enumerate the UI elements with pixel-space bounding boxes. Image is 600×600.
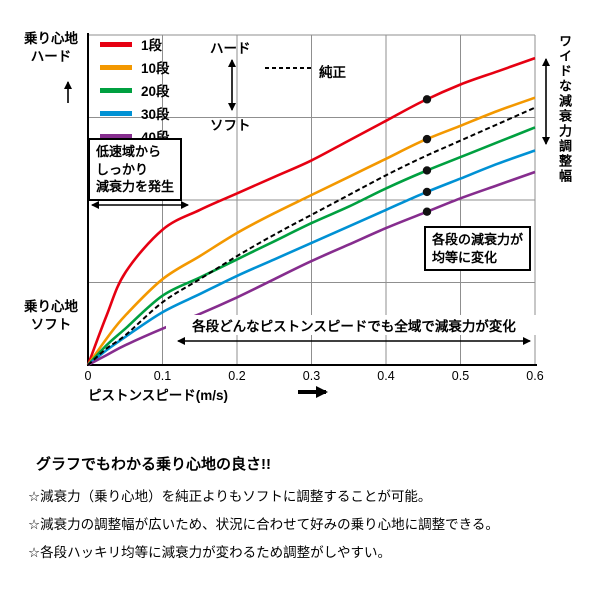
- equal-change-annotation-box: 各段の減衰力が 均等に変化: [424, 226, 532, 272]
- x-tick-label: 0.2: [228, 369, 246, 383]
- legend-swatch: [100, 41, 132, 47]
- low-speed-annotation-box: 低速域から しっかり 減衰力を発生: [88, 138, 183, 201]
- series-line-20段: [87, 126, 536, 366]
- x-tick-label: 0.3: [302, 369, 321, 383]
- x-tick-label: 0.1: [153, 369, 172, 383]
- series-line-40段: [87, 170, 536, 367]
- chart-canvas: [64, 33, 550, 398]
- marker-dot-1段: [422, 95, 432, 104]
- marker-dot-10段: [422, 134, 432, 144]
- x-tick-label: 0.5: [451, 369, 470, 383]
- legend-hard-label: ハード: [210, 41, 251, 56]
- legend-label: 1段: [141, 38, 163, 53]
- legend-swatch: [100, 110, 132, 116]
- legend-swatch: [100, 87, 132, 93]
- chart-legend: 1段10段20段30段40段: [100, 36, 170, 151]
- marker-dot-40段: [422, 207, 432, 216]
- damping-force-chart: 乗り心地 ハード 乗り心地 ソフト 1段10段20段30段40段 ハード ソフト…: [24, 31, 572, 403]
- caption-heading: グラフでもわかる乗り心地の良さ!!: [36, 456, 271, 473]
- series-line-30段: [87, 149, 536, 367]
- x-tick-label: 0.6: [526, 369, 544, 383]
- y-axis-bottom-label: 乗り心地 ソフト: [24, 299, 78, 332]
- legend-item: 10段: [100, 59, 170, 76]
- caption-bullet-3: ☆各段ハッキリ均等に減衰力が変わるため調整がしやすい。: [28, 545, 391, 560]
- legend-item: 30段: [100, 105, 170, 122]
- legend-swatch: [100, 64, 132, 70]
- marker-dot-20段: [422, 166, 432, 175]
- legend-soft-label: ソフト: [210, 118, 251, 133]
- legend-item: 1段: [100, 36, 170, 53]
- wide-adjustment-note: ワイドな減衰力調整幅: [557, 34, 572, 184]
- legend-item: 20段: [100, 82, 170, 99]
- legend-label: 20段: [141, 84, 170, 99]
- annotation-arrows: [64, 58, 550, 398]
- series-line-1段: [86, 56, 536, 366]
- legend-label: 10段: [141, 61, 170, 76]
- x-tick-label: 0.4: [377, 369, 395, 383]
- x-axis-label: ピストンスピード(m/s): [88, 388, 228, 403]
- caption-bullet-2: ☆減衰力の調整幅が広いため、状況に合わせて好みの乗り心地に調整できる。: [28, 517, 499, 532]
- y-axis-top-label: 乗り心地 ハード: [24, 31, 78, 64]
- legend-stock-label: 純正: [319, 65, 346, 80]
- marker-dot-30段: [422, 187, 432, 197]
- full-range-note: 各段どんなピストンスピードでも全域で減衰力が変化: [166, 315, 542, 335]
- x-tick-label: 0: [84, 369, 92, 383]
- caption-bullet-1: ☆減衰力（乗り心地）を純正よりもソフトに調整することが可能。: [28, 489, 432, 504]
- series-line-純正: [87, 106, 536, 366]
- plot-area: [86, 33, 537, 367]
- legend-label: 30段: [141, 107, 170, 122]
- series-line-10段: [86, 96, 536, 366]
- legend-swatch: [100, 133, 132, 139]
